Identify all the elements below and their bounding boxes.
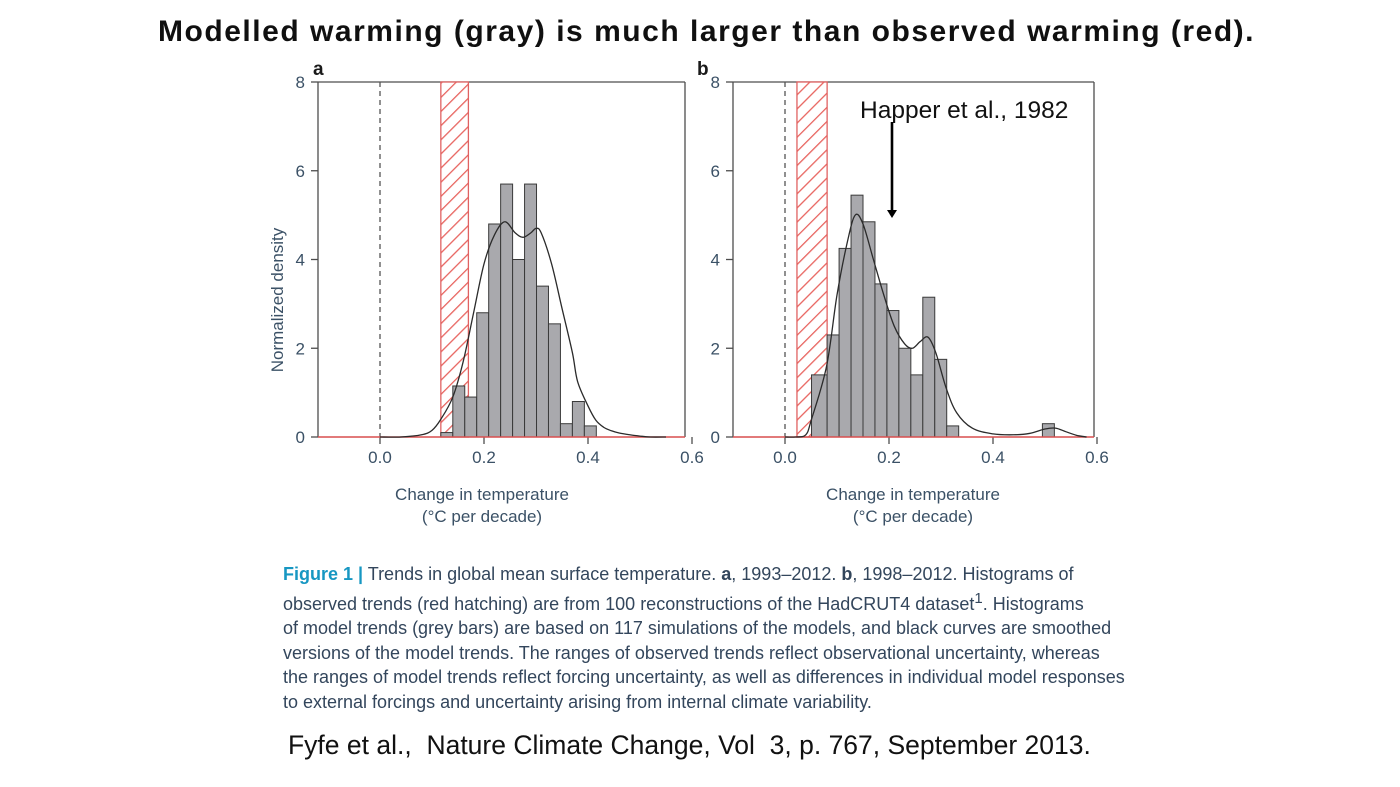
svg-text:b: b — [697, 59, 709, 80]
svg-text:(°C per decade): (°C per decade) — [853, 507, 973, 526]
svg-text:4: 4 — [296, 251, 305, 270]
svg-text:0: 0 — [711, 428, 720, 447]
svg-text:Normalized density: Normalized density — [268, 227, 287, 372]
svg-text:2: 2 — [711, 339, 720, 358]
svg-text:0.0: 0.0 — [368, 448, 392, 467]
svg-text:0: 0 — [296, 428, 305, 447]
svg-text:0.2: 0.2 — [472, 448, 496, 467]
svg-text:Change in temperature: Change in temperature — [826, 485, 1000, 504]
svg-text:0.6: 0.6 — [1085, 448, 1109, 467]
svg-text:4: 4 — [711, 251, 720, 270]
svg-text:0.0: 0.0 — [773, 448, 797, 467]
svg-text:0.2: 0.2 — [877, 448, 901, 467]
svg-text:6: 6 — [711, 162, 720, 181]
svg-text:0.4: 0.4 — [981, 448, 1005, 467]
svg-text:8: 8 — [296, 73, 305, 92]
svg-text:a: a — [313, 59, 324, 80]
svg-text:6: 6 — [296, 162, 305, 181]
svg-text:(°C per decade): (°C per decade) — [422, 507, 542, 526]
svg-text:2: 2 — [296, 339, 305, 358]
svg-text:8: 8 — [711, 73, 720, 92]
svg-text:0.6: 0.6 — [680, 448, 704, 467]
svg-text:Happer et al., 1982: Happer et al., 1982 — [860, 97, 1068, 124]
svg-text:Change in temperature: Change in temperature — [395, 485, 569, 504]
svg-text:0.4: 0.4 — [576, 448, 600, 467]
